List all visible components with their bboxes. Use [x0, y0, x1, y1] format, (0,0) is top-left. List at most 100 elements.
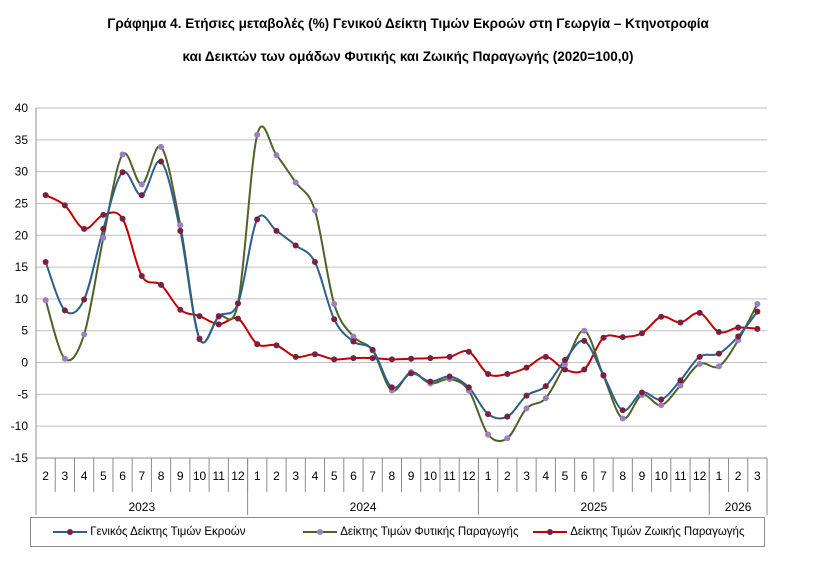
data-point — [523, 405, 530, 412]
y-tick-label: 40 — [15, 101, 29, 115]
data-point — [562, 361, 569, 368]
series-line-0 — [44, 160, 759, 420]
data-point — [61, 202, 68, 209]
data-point — [254, 341, 261, 348]
legend-swatch-animal — [533, 529, 567, 535]
data-point — [350, 333, 357, 340]
x-tick-label: 6 — [119, 469, 126, 483]
x-tick-label: 7 — [369, 469, 376, 483]
data-point — [427, 378, 434, 385]
data-point — [196, 336, 203, 342]
x-tick-label: 11 — [674, 469, 687, 483]
x-tick-label: 11 — [213, 469, 226, 483]
data-point — [331, 356, 338, 363]
data-point — [658, 396, 665, 403]
x-tick-label: 6 — [581, 469, 588, 483]
data-point — [369, 355, 376, 362]
x-tick-label: 6 — [350, 469, 357, 483]
y-tick-label: -5 — [17, 387, 28, 401]
data-point — [138, 192, 145, 199]
data-point — [735, 333, 742, 340]
x-tick-label: 5 — [562, 469, 569, 483]
x-tick-label: 3 — [292, 469, 299, 483]
series-lines — [42, 125, 761, 443]
data-point — [158, 281, 165, 288]
data-point — [177, 227, 184, 234]
data-point — [408, 355, 415, 362]
data-point — [42, 192, 49, 199]
data-point — [485, 411, 492, 418]
data-point — [677, 377, 684, 384]
data-point — [427, 355, 434, 362]
data-point — [408, 370, 415, 377]
data-point — [331, 316, 338, 323]
data-point — [331, 301, 338, 307]
data-point — [292, 353, 299, 360]
data-point — [292, 242, 299, 249]
y-tick-label: -15 — [11, 451, 29, 465]
data-point — [715, 329, 722, 335]
data-point — [523, 364, 530, 371]
data-point — [562, 366, 569, 373]
data-point — [215, 321, 222, 328]
data-point — [100, 211, 107, 218]
x-tick-label: 2 — [42, 469, 49, 483]
x-tick-label: 10 — [655, 469, 669, 483]
x-tick-label: 1 — [485, 469, 492, 483]
y-tick-label: 10 — [15, 292, 29, 306]
data-point — [696, 309, 703, 316]
data-point — [61, 355, 68, 362]
x-tick-label: 10 — [424, 469, 438, 483]
y-tick-label: 0 — [21, 356, 28, 370]
data-point — [158, 143, 165, 150]
x-axis-ticks: 2 3 4 5 6 7 8 9 10 11 12 1 2 3 4 5 6 7 8 9 10 11 12 1 2 3 4 5 6 7 8 9 10… — [42, 469, 761, 514]
data-point — [485, 431, 492, 438]
x-tick-label: 9 — [408, 469, 415, 483]
year-label: 2025 — [581, 500, 608, 514]
data-point — [388, 384, 395, 391]
chart-title: Γράφημα 4. Ετήσιες μεταβολές (%) Γενικού… — [107, 16, 709, 31]
data-point — [42, 297, 49, 304]
data-point — [465, 348, 472, 355]
chart-subtitle: και Δεικτών των ομάδων Φυτικής και Ζωική… — [182, 49, 634, 64]
x-tick-label: 4 — [542, 469, 549, 483]
data-point — [638, 389, 645, 396]
data-point — [311, 207, 318, 214]
y-tick-label: -10 — [11, 419, 29, 433]
data-point — [119, 151, 126, 158]
x-tick-label: 1 — [254, 469, 261, 483]
legend-swatch-general — [53, 529, 87, 535]
legend-label-general: Γενικός Δείκτης Τιμών Εκροών — [90, 526, 246, 538]
x-tick-label: 9 — [639, 469, 646, 483]
axes — [35, 108, 768, 515]
data-point — [350, 355, 357, 362]
data-point — [81, 225, 88, 232]
data-point — [465, 384, 472, 391]
data-point — [100, 234, 107, 241]
data-point — [542, 353, 549, 360]
data-point — [273, 152, 280, 159]
y-tick-label: 20 — [15, 228, 29, 242]
year-label: 2026 — [725, 500, 752, 514]
x-tick-label: 2 — [735, 469, 742, 483]
data-point — [754, 301, 761, 307]
data-point — [696, 353, 703, 360]
data-point — [735, 324, 742, 331]
legend-label-crop: Δείκτης Τιμών Φυτικής Παραγωγής — [340, 526, 519, 538]
data-point — [158, 158, 165, 165]
legend-item-general: Γενικός Δείκτης Τιμών Εκροών — [53, 526, 245, 538]
data-point — [119, 169, 126, 176]
data-point — [485, 371, 492, 377]
gridlines — [36, 107, 767, 459]
x-tick-label: 5 — [331, 469, 338, 483]
y-tick-label: 35 — [15, 133, 29, 147]
y-axis-ticks: -15 -10 -5 0 5 10 15 20 25 30 35 40 — [11, 101, 29, 465]
data-point — [350, 338, 357, 345]
data-point — [504, 371, 511, 377]
x-tick-label: 11 — [443, 469, 456, 483]
y-tick-label: 5 — [21, 324, 28, 338]
legend-item-animal: Δείκτης Τιμών Ζωικής Παραγωγής — [533, 526, 745, 538]
data-point — [619, 415, 626, 422]
data-point — [600, 334, 607, 341]
